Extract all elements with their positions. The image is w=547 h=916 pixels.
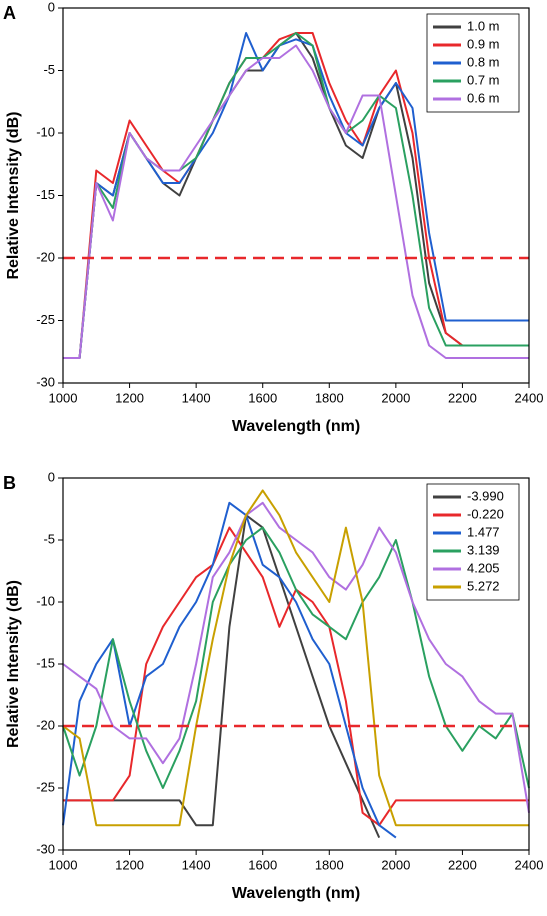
y-axis-label: Relative Intensity (dB) — [5, 580, 22, 748]
plot-frame — [62, 477, 530, 851]
x-tick-label: 1600 — [248, 390, 277, 405]
y-tick-label: -10 — [36, 124, 55, 139]
y-tick-label: -10 — [36, 593, 55, 608]
plot-frame — [62, 7, 530, 384]
y-tick-label: -20 — [36, 717, 55, 732]
panel-label: B — [3, 473, 16, 493]
x-tick-label: 1200 — [115, 390, 144, 405]
series-line — [62, 489, 529, 827]
x-tick-label: 1800 — [315, 857, 344, 872]
x-tick-label: 1400 — [182, 390, 211, 405]
x-tick-label: 2400 — [515, 857, 544, 872]
x-tick-label: 2200 — [448, 390, 477, 405]
legend-label: 5.272 — [467, 578, 500, 593]
x-tick-label: 2000 — [381, 390, 410, 405]
x-tick-label: 1000 — [49, 390, 78, 405]
legend-box — [426, 483, 520, 601]
x-tick-label: 1200 — [115, 857, 144, 872]
x-tick-label: 1800 — [315, 390, 344, 405]
panel: B Wavelength (nm) Relative Intensity (dB) 1… — [3, 469, 543, 902]
x-tick-label: 1000 — [49, 857, 78, 872]
series-line — [62, 501, 530, 813]
y-tick-label: -25 — [36, 779, 55, 794]
y-tick-label: -5 — [43, 62, 55, 77]
x-axis-label: Wavelength (nm) — [232, 885, 360, 902]
series-line — [62, 526, 530, 789]
y-tick-label: -5 — [43, 531, 55, 546]
legend-label: 1.0 m — [467, 18, 500, 33]
y-tick-label: 0 — [48, 469, 55, 484]
y-tick-label: -30 — [36, 841, 55, 856]
legend-label: 0.6 m — [467, 90, 500, 105]
x-tick-label: 1600 — [248, 857, 277, 872]
legend-label: 0.9 m — [467, 36, 500, 51]
legend-label: 3.139 — [467, 542, 500, 557]
panel-label: A — [3, 3, 16, 23]
legend-label: -3.990 — [467, 488, 504, 503]
x-tick-label: 2400 — [515, 390, 544, 405]
legend-label: -0.220 — [467, 506, 504, 521]
series-line — [63, 44, 529, 359]
legend-label: 0.8 m — [467, 54, 500, 69]
x-tick-label: 1400 — [182, 857, 211, 872]
x-axis-label: Wavelength (nm) — [232, 418, 360, 435]
y-tick-label: -15 — [36, 187, 55, 202]
panel: A Wavelength (nm) Relative Intensity (dB) 1… — [3, 0, 543, 435]
x-tick-label: 2200 — [448, 857, 477, 872]
x-tick-label: 2000 — [381, 857, 410, 872]
legend-label: 0.7 m — [467, 72, 500, 87]
legend-label: 4.205 — [467, 560, 500, 575]
y-axis-label: Relative Intensity (dB) — [5, 111, 22, 279]
y-tick-label: -15 — [36, 655, 55, 670]
y-tick-label: -25 — [36, 312, 55, 327]
y-tick-label: -30 — [36, 374, 55, 389]
y-tick-label: -20 — [36, 249, 55, 264]
y-tick-label: 0 — [48, 0, 55, 14]
legend-label: 1.477 — [467, 524, 500, 539]
series-line — [62, 501, 397, 839]
